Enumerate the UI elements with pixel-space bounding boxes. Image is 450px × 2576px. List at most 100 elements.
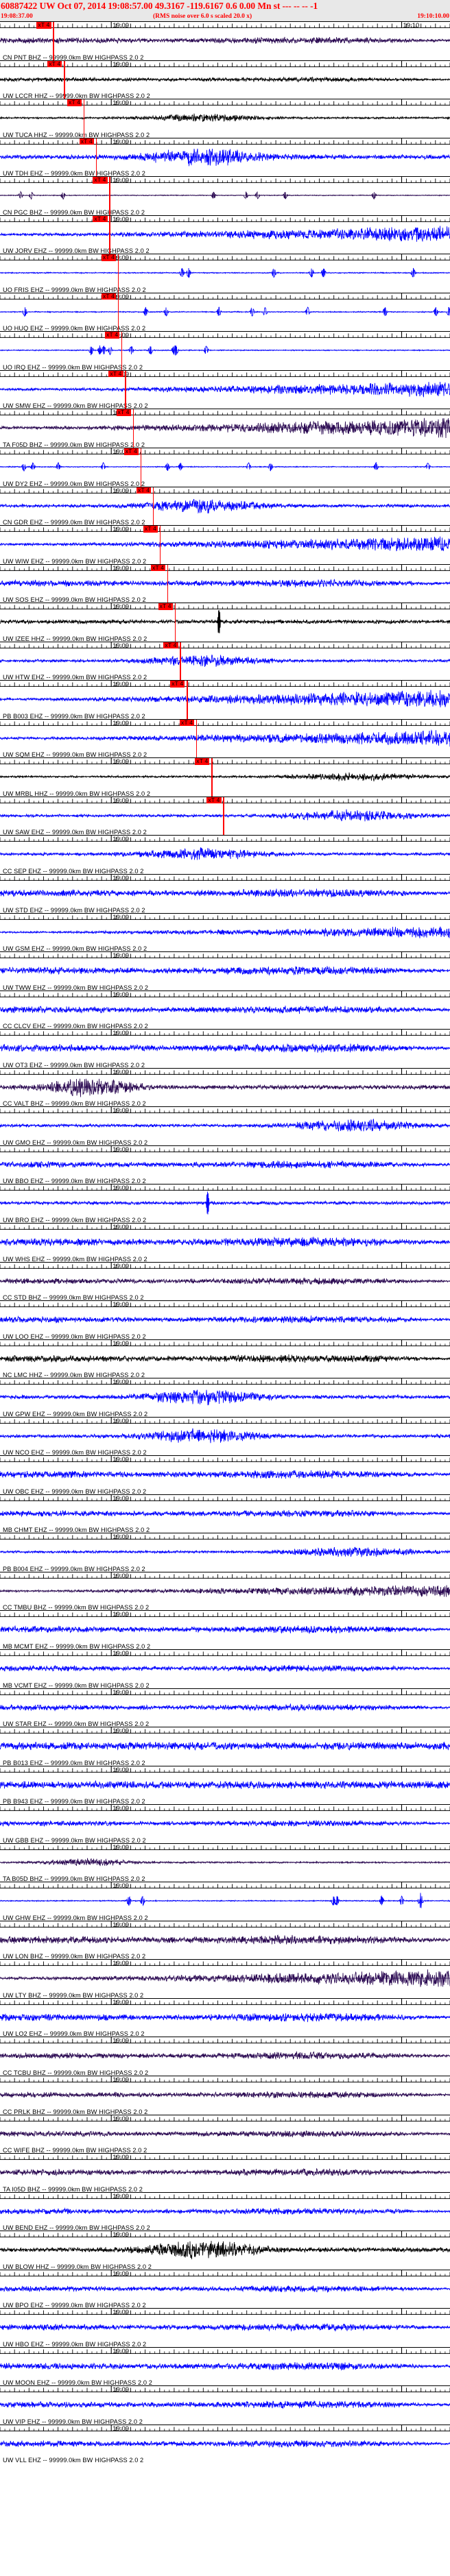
- trace-row[interactable]: 19:09 UW WHS EHZ -- 99999.0km BW HIGHPASS…: [0, 1222, 450, 1262]
- phase-marker-tag[interactable]: xT 4: [79, 137, 94, 145]
- trace-row[interactable]: 19:09 TA I05D BHZ -- 99999.0km BW HIGHPAS…: [0, 2153, 450, 2192]
- trace-row[interactable]: 19:09 UW WIW EHZ -- 99999.0km BW HIGHPASS…: [0, 525, 450, 564]
- trace-row[interactable]: 19:09 UW HTW EHZ -- 99999.0km BW HIGHPASS…: [0, 641, 450, 681]
- trace-row[interactable]: 19:09 NC LMC HHZ -- 99999.0km BW HIGHPASS…: [0, 1339, 450, 1378]
- phase-marker-line[interactable]: [196, 719, 198, 758]
- phase-marker-line[interactable]: [109, 215, 110, 254]
- phase-marker-line[interactable]: [132, 409, 134, 448]
- trace-row[interactable]: 19:09 CC STD BHZ -- 99999.0km BW HIGHPASS…: [0, 1261, 450, 1301]
- trace-row[interactable]: 19:09 UW JORV EHZ -- 99999.0km BW HIGHPAS…: [0, 215, 450, 254]
- trace-row[interactable]: 19:09 CC TCBU BHZ -- 99999.0km BW HIGHPAS…: [0, 2037, 450, 2076]
- phase-marker-line[interactable]: [95, 138, 97, 177]
- phase-marker-line[interactable]: [167, 564, 169, 603]
- trace-row[interactable]: 19:09 UW GPW EHZ -- 99999.0km BW HIGHPASS…: [0, 1378, 450, 1417]
- trace-row[interactable]: 19:09 UW OBC EHZ -- 99999.0km BW HIGHPASS…: [0, 1455, 450, 1494]
- phase-marker-tag[interactable]: xT 4: [101, 254, 117, 261]
- trace-row[interactable]: 19:09 MB VCMT EHZ -- 99999.0km BW HIGHPAS…: [0, 1649, 450, 1688]
- trace-row[interactable]: 19:09 CC VALT BHZ -- 99999.0km BW HIGHPAS…: [0, 1067, 450, 1107]
- trace-row[interactable]: 19:09 TA B05D BHZ -- 99999.0km BW HIGHPAS…: [0, 1843, 450, 1882]
- trace-row[interactable]: 19:09 UW GSM EHZ -- 99999.0km BW HIGHPASS…: [0, 912, 450, 952]
- phase-marker-tag[interactable]: xT 4: [116, 409, 131, 416]
- phase-marker-tag[interactable]: xT 4: [123, 448, 139, 455]
- trace-row[interactable]: 19:09 UW HBO EHZ -- 99999.0km BW HIGHPASS…: [0, 2308, 450, 2347]
- phase-marker-line[interactable]: [121, 332, 123, 370]
- trace-row[interactable]: 19:09 UW LCCR HHZ -- 99999.0km BW HIGHPAS…: [0, 60, 450, 99]
- trace-row[interactable]: 19:09 UW BLOW HHZ -- 99999.0km BW HIGHPAS…: [0, 2231, 450, 2270]
- trace-row[interactable]: 19:09 UW OT3 EHZ -- 99999.0km BW HIGHPASS…: [0, 1029, 450, 1068]
- trace-row[interactable]: 19:09 UW BEND EHZ -- 99999.0km BW HIGHPAS…: [0, 2191, 450, 2231]
- trace-row[interactable]: 19:09 CN PGC BHZ -- 99999.0km BW HIGHPASS…: [0, 176, 450, 215]
- trace-row[interactable]: 19:09 UW STD EHZ -- 99999.0km BW HIGHPASS…: [0, 874, 450, 913]
- trace-row[interactable]: 19:09 UW GBB EHZ -- 99999.0km BW HIGHPASS…: [0, 1804, 450, 1843]
- phase-marker-line[interactable]: [117, 254, 119, 293]
- trace-row[interactable]: 19:09 CC SEP EHZ -- 99999.0km BW HIGHPASS…: [0, 835, 450, 875]
- trace-row[interactable]: 19:09 UW NCO EHZ -- 99999.0km BW HIGHPASS…: [0, 1416, 450, 1456]
- phase-marker-line[interactable]: [159, 526, 161, 564]
- trace-row[interactable]: 19:09 UW LTY BHZ -- 99999.0km BW HIGHPASS…: [0, 1959, 450, 1998]
- phase-marker-line[interactable]: [153, 487, 154, 526]
- trace-row[interactable]: 19:09 UW BRO EHZ -- 99999.0km BW HIGHPASS…: [0, 1184, 450, 1223]
- trace-row[interactable]: 19:09 UW VLL EHZ -- 99999.0km BW HIGHPASS…: [0, 2424, 450, 2464]
- phase-marker-line[interactable]: [53, 22, 54, 60]
- phase-marker-line[interactable]: [109, 177, 110, 215]
- trace-row[interactable]: 19:09 UW BPO EHZ -- 99999.0km BW HIGHPASS…: [0, 2269, 450, 2309]
- phase-marker-tag[interactable]: xT 4: [151, 563, 166, 572]
- trace-row[interactable]: 19:09 UW LO2 EHZ -- 99999.0km BW HIGHPASS…: [0, 1997, 450, 2037]
- phase-marker-tag[interactable]: xT 4: [101, 292, 117, 300]
- phase-marker-tag[interactable]: xT 4: [105, 331, 120, 339]
- trace-row[interactable]: 19:09 PB B004 EHZ -- 99999.0km BW HIGHPAS…: [0, 1533, 450, 1572]
- trace-row[interactable]: 19:09 UW BBO EHZ -- 99999.0km BW HIGHPASS…: [0, 1145, 450, 1184]
- trace-row[interactable]: 19:09 UO HUQ EHZ -- 99999.0km BW HIGHPASS…: [0, 292, 450, 332]
- trace-row[interactable]: 19:09 PB B013 EHZ -- 99999.0km BW HIGHPAS…: [0, 1727, 450, 1766]
- trace-row[interactable]: 19:09 UO IRQ EHZ -- 99999.0km BW HIGHPASS…: [0, 331, 450, 370]
- trace-row[interactable]: 19:09 CC CLCV EHZ -- 99999.0km BW HIGHPAS…: [0, 990, 450, 1030]
- trace-row[interactable]: 19:09 UW SOS EHZ -- 99999.0km BW HIGHPASS…: [0, 563, 450, 603]
- phase-marker-tag[interactable]: xT 4: [158, 603, 173, 610]
- trace-row[interactable]: 19:09 UW IZEE HHZ -- 99999.0km BW HIGHPAS…: [0, 603, 450, 642]
- trace-row[interactable]: 19:09 PB B943 EHZ -- 99999.0km BW HIGHPAS…: [0, 1765, 450, 1805]
- phase-marker-tag[interactable]: xT 4: [143, 525, 158, 533]
- trace-row[interactable]: 19:09 19:10 CN PNT BHZ -- 99999.0km BW HIG…: [0, 21, 450, 60]
- phase-marker-tag[interactable]: xT 4: [163, 641, 178, 649]
- trace-row[interactable]: 19:09 UW GHW EHZ -- 99999.0km BW HIGHPASS…: [0, 1882, 450, 1921]
- phase-marker-line[interactable]: [211, 758, 213, 797]
- trace-row[interactable]: 19:09 UW TWW EHZ -- 99999.0km BW HIGHPASS…: [0, 951, 450, 991]
- trace-row[interactable]: 19:09 UW GMO EHZ -- 99999.0km BW HIGHPASS…: [0, 1106, 450, 1145]
- trace-row[interactable]: 19:09 UW MOON EHZ -- 99999.0km BW HIGHPAS…: [0, 2346, 450, 2386]
- phase-marker-line[interactable]: [223, 797, 224, 836]
- phase-marker-tag[interactable]: xT 4: [93, 215, 108, 223]
- trace-row[interactable]: 19:09 MB CHMT EHZ -- 99999.0km BW HIGHPAS…: [0, 1494, 450, 1533]
- phase-marker-tag[interactable]: xT 4: [47, 60, 62, 68]
- trace-row[interactable]: 19:09 CC PRLK BHZ -- 99999.0km BW HIGHPAS…: [0, 2075, 450, 2115]
- phase-marker-tag[interactable]: xT 4: [206, 796, 222, 804]
- phase-marker-line[interactable]: [174, 603, 176, 642]
- phase-marker-tag[interactable]: xT 4: [36, 21, 51, 29]
- phase-marker-tag[interactable]: xT 4: [137, 486, 152, 494]
- phase-marker-tag[interactable]: xT 4: [93, 176, 108, 184]
- phase-marker-line[interactable]: [125, 370, 126, 409]
- trace-row[interactable]: 19:09 CC TMBU BHZ -- 99999.0km BW HIGHPAS…: [0, 1571, 450, 1611]
- phase-marker-tag[interactable]: xT 4: [108, 369, 123, 378]
- trace-row[interactable]: 19:09 UO FRIS EHZ -- 99999.0km BW HIGHPAS…: [0, 254, 450, 293]
- trace-row[interactable]: 19:09 UW MRBL HHZ -- 99999.0km BW HIGHPAS…: [0, 757, 450, 797]
- trace-row[interactable]: 19:09 UW LON BHZ -- 99999.0km BW HIGHPASS…: [0, 1920, 450, 1960]
- trace-row[interactable]: 19:09 PB B003 EHZ -- 99999.0km BW HIGHPAS…: [0, 680, 450, 719]
- trace-row[interactable]: 19:09 UW TUCA HHZ -- 99999.0km BW HIGHPAS…: [0, 99, 450, 138]
- trace-row[interactable]: 19:09 CN GDR EHZ -- 99999.0km BW HIGHPASS…: [0, 486, 450, 526]
- trace-row[interactable]: 19:09 UW VIP EHZ -- 99999.0km BW HIGHPASS…: [0, 2385, 450, 2425]
- trace-row[interactable]: 19:09 UW SAW EHZ -- 99999.0km BW HIGHPASS…: [0, 796, 450, 836]
- phase-marker-tag[interactable]: xT 4: [170, 680, 185, 688]
- phase-marker-tag[interactable]: xT 4: [67, 99, 82, 106]
- phase-marker-line[interactable]: [117, 293, 119, 332]
- phase-marker-tag[interactable]: xT 4: [195, 757, 210, 765]
- trace-row[interactable]: 19:09 UW LOO EHZ -- 99999.0km BW HIGHPASS…: [0, 1300, 450, 1339]
- trace-row[interactable]: 19:09 UW SQM EHZ -- 99999.0km BW HIGHPASS…: [0, 718, 450, 758]
- trace-row[interactable]: 19:09 UW DY2 EHZ -- 99999.0km BW HIGHPASS…: [0, 448, 450, 487]
- trace-row[interactable]: 19:09 UW TDH EHZ -- 99999.0km BW HIGHPASS…: [0, 137, 450, 177]
- phase-marker-tag[interactable]: xT 4: [180, 718, 195, 727]
- trace-row[interactable]: 19:09 UW STAR EHZ -- 99999.0km BW HIGHPAS…: [0, 1688, 450, 1727]
- trace-row[interactable]: 19:09 MB MCMT EHZ -- 99999.0km BW HIGHPAS…: [0, 1610, 450, 1649]
- trace-row[interactable]: 19:09 CC WIFE BHZ -- 99999.0km BW HIGHPAS…: [0, 2114, 450, 2154]
